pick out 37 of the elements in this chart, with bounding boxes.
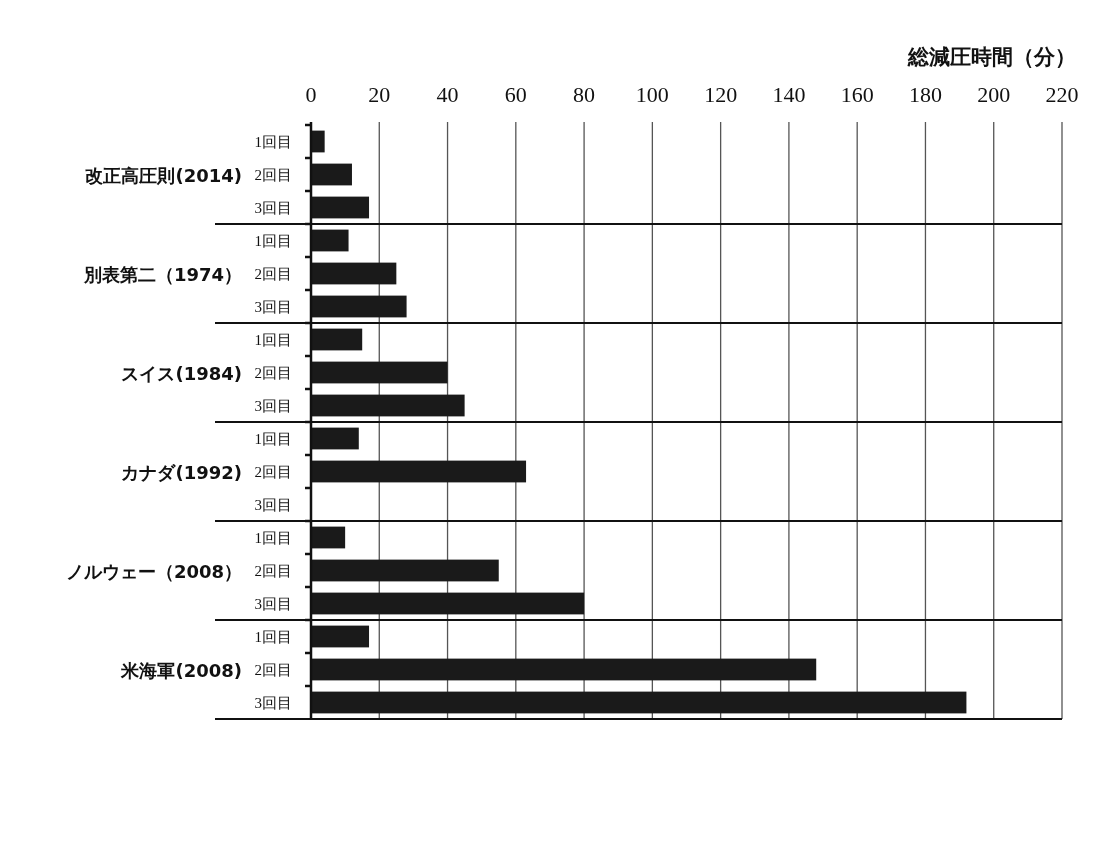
text: 3回目 bbox=[254, 694, 292, 711]
text: 1回目 bbox=[254, 331, 292, 348]
text: 1回目 bbox=[254, 430, 292, 447]
x-axis-title: 総減圧時間（分） bbox=[907, 45, 1076, 69]
x-tick-label: 20 bbox=[368, 82, 391, 107]
text: 2回目 bbox=[254, 661, 292, 678]
series-label: 3回目 bbox=[254, 199, 292, 216]
y-tick-label: 改正高圧則(2014) bbox=[85, 164, 242, 186]
x-tick-label: 40 bbox=[436, 82, 459, 107]
y-tick-label: 米海軍(2008) bbox=[120, 659, 242, 681]
x-tick-label: 120 bbox=[704, 82, 738, 107]
text: 3回目 bbox=[254, 298, 292, 315]
x-tick-label: 200 bbox=[977, 82, 1011, 107]
text: 1回目 bbox=[254, 628, 292, 645]
text: 1回目 bbox=[254, 232, 292, 249]
x-tick-label: 60 bbox=[504, 82, 527, 107]
x-tick-label: 180 bbox=[908, 82, 942, 107]
x-tick-label: 100 bbox=[635, 82, 669, 107]
series-label: 2回目 bbox=[254, 166, 292, 183]
text: 3回目 bbox=[254, 397, 292, 414]
x-tick-label: 80 bbox=[573, 82, 596, 107]
text: 3回目 bbox=[254, 595, 292, 612]
x-tick-label: 0 bbox=[305, 82, 317, 107]
y-tick-label: ノルウェー（2008） bbox=[65, 560, 242, 582]
x-tick-label: 220 bbox=[1045, 82, 1079, 107]
x-tick-label: 140 bbox=[772, 82, 806, 107]
x-tick-label: 160 bbox=[840, 82, 874, 107]
text: 2回目 bbox=[254, 265, 292, 282]
series-label: 1回目 bbox=[254, 133, 292, 150]
text: 2回目 bbox=[254, 562, 292, 579]
y-tick-label: 別表第二（1974） bbox=[82, 263, 242, 285]
text: 2回目 bbox=[254, 364, 292, 381]
y-tick-label: スイス(1984) bbox=[121, 362, 242, 384]
text: 3回目 bbox=[254, 496, 292, 513]
text: 1回目 bbox=[254, 529, 292, 546]
text: 2回目 bbox=[254, 463, 292, 480]
y-tick-label: カナダ(1992) bbox=[121, 461, 242, 483]
